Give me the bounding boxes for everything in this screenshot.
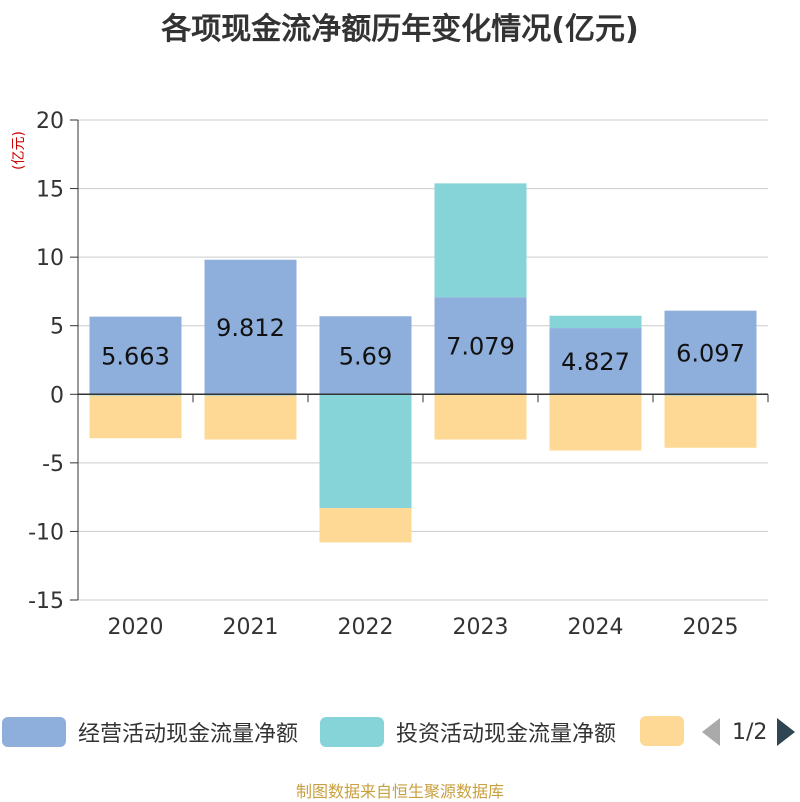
x-tick-label-2023: 2023 (453, 615, 509, 640)
y-tick-label: 5 (50, 315, 64, 340)
bar-2024-series-0 (549, 328, 642, 395)
bar-2022-series-0 (319, 316, 412, 395)
bar-2020-series-2 (89, 395, 182, 439)
y-tick-label: 0 (50, 383, 64, 408)
y-tick-label: 15 (36, 178, 64, 203)
x-tick-label-2022: 2022 (338, 615, 394, 640)
x-tick-label-2020: 2020 (108, 615, 164, 640)
x-tick-label-2025: 2025 (683, 615, 739, 640)
bar-2021-series-0 (204, 259, 297, 395)
pager-prev-icon[interactable] (702, 718, 720, 746)
legend-label-investing: 投资活动现金流量净额 (396, 722, 617, 747)
pager-next-icon[interactable] (777, 718, 796, 746)
bar-2021-series-2 (204, 395, 297, 440)
x-tick-label-2021: 2021 (223, 615, 279, 640)
legend-swatch-operating (2, 717, 66, 747)
bar-2020-series-0 (89, 316, 182, 395)
pager-indicator: 1/2 (732, 719, 768, 745)
chart-title: 各项现金流净额历年变化情况(亿元) (161, 12, 639, 47)
data-label-2024: 4.827 (561, 348, 630, 376)
bar-2025-series-0 (664, 310, 757, 395)
bar-2025-series-2 (664, 395, 757, 448)
legend-item-operating[interactable]: 经营活动现金流量净额 (2, 716, 298, 748)
y-tick-label: 10 (36, 246, 64, 271)
legend-pager: 1/2 (702, 718, 796, 746)
bar-2023-series-2 (434, 394, 527, 440)
bar-2022-series-2 (319, 508, 412, 543)
bar-2022-series-1 (319, 394, 412, 509)
bar-2023-series-1 (434, 183, 527, 298)
bar-2024-series-2 (549, 394, 642, 451)
y-tick-label: -10 (28, 520, 64, 545)
x-tick-label-2024: 2024 (568, 615, 624, 640)
legend-label-operating: 经营活动现金流量净额 (78, 722, 299, 747)
y-tick-label: -5 (42, 452, 64, 477)
bar-2023-series-0 (434, 297, 527, 395)
stacked-bar-chart: -15 -10 -5 0 5 10 15 20 5.663 2020 9.812 2021 5.69 20… (28, 109, 769, 640)
y-tick-label: 20 (36, 109, 64, 134)
legend: 经营活动现金流量净额 投资活动现金流量净额 1/2 (0, 716, 800, 752)
legend-item-investing[interactable]: 投资活动现金流量净额 (320, 716, 616, 748)
legend-item-financing[interactable] (640, 716, 696, 746)
data-label-2022: 5.69 (339, 342, 392, 370)
source-footer: 制图数据来自恒生聚源数据库 (295, 782, 504, 801)
y-tick-label: -15 (28, 589, 64, 614)
bar-2024-series-1 (549, 315, 642, 329)
legend-swatch-investing (320, 717, 384, 747)
data-label-2025: 6.097 (676, 339, 745, 367)
data-label-2020: 5.663 (101, 342, 170, 370)
legend-swatch-financing (640, 716, 684, 746)
data-label-2023: 7.079 (446, 333, 515, 361)
data-label-2021: 9.812 (216, 314, 285, 342)
